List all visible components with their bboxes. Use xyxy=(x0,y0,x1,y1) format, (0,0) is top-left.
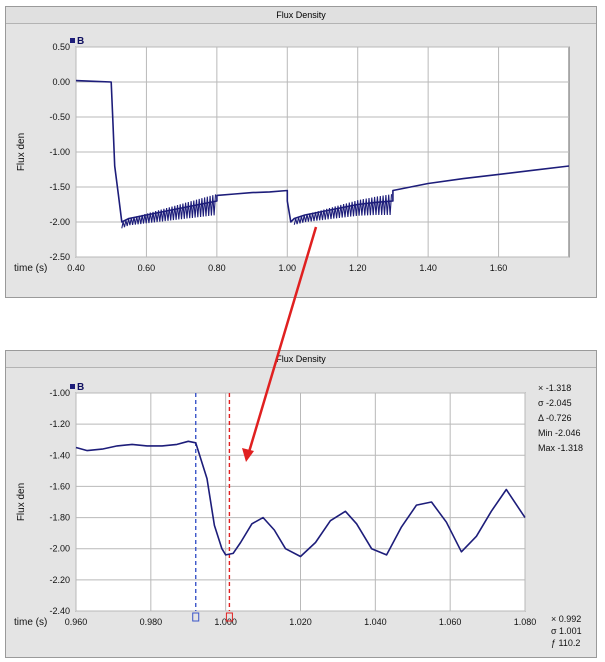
y-tick-label: -1.80 xyxy=(49,513,70,523)
cursor-marker xyxy=(225,612,233,622)
x-tick-label: 0.60 xyxy=(138,263,156,273)
x-tick-label: 1.00 xyxy=(279,263,297,273)
stat-delta: Δ -0.726 xyxy=(538,413,572,423)
legend-swatch xyxy=(70,384,75,389)
legend-label: B xyxy=(77,36,84,47)
y-tick-label: -2.40 xyxy=(49,606,70,616)
y-tick-label: -2.00 xyxy=(49,544,70,554)
legend-swatch xyxy=(70,38,75,43)
y-axis-label: Flux den xyxy=(16,133,27,171)
x-tick-label: 1.080 xyxy=(514,617,537,627)
y-tick-label: -1.40 xyxy=(49,450,70,460)
bottom-chart-panel: Flux Density 0.960 0.980 1.000 1.020 1.040 1.… xyxy=(5,350,597,658)
cursor-readout: × 0.992 σ 1.001 ƒ 110.2 xyxy=(551,613,582,649)
x-tick-label: 0.980 xyxy=(140,617,163,627)
stats-readout: × -1.318 σ -2.045 Δ -0.726 Min -2.046 Ma… xyxy=(538,381,583,456)
stat-x: × -1.318 xyxy=(538,383,572,393)
cursor-readout-o: σ 1.001 xyxy=(551,626,582,636)
x-tick-label: 0.40 xyxy=(67,263,85,273)
cursor-marker xyxy=(192,612,200,622)
y-tick-label: 0.50 xyxy=(52,42,70,52)
y-tick-label: -2.20 xyxy=(49,575,70,585)
stat-max: Max -1.318 xyxy=(538,443,584,453)
series-line-B xyxy=(75,440,526,558)
y-tick-label: 0.00 xyxy=(52,77,70,87)
legend-label: B xyxy=(77,382,84,393)
x-tick-label: 1.000 xyxy=(214,617,237,627)
cursor-readout-f: ƒ 110.2 xyxy=(551,638,581,648)
x-tick-label: 1.060 xyxy=(439,617,462,627)
x-axis-label: time (s) xyxy=(14,263,47,274)
y-axis-label: Flux den xyxy=(16,483,27,521)
bottom-chart-svg[interactable]: 0.960 0.980 1.000 1.020 1.040 1.060 1.080 -1.00… xyxy=(6,351,596,657)
x-axis-label: time (s) xyxy=(14,617,47,628)
y-tick-label: -0.50 xyxy=(49,112,70,122)
y-tick-label: -2.50 xyxy=(49,252,70,262)
y-tick-label: -1.00 xyxy=(49,147,70,157)
top-chart-panel: Flux Density 0.40 0.60 0.80 1.00 1.20 1.40 1.6… xyxy=(5,6,597,298)
x-tick-label: 0.80 xyxy=(208,263,226,273)
x-tick-label: 1.20 xyxy=(349,263,367,273)
x-tick-label: 1.020 xyxy=(289,617,312,627)
y-tick-label: -1.60 xyxy=(49,481,70,491)
stat-sigma: σ -2.045 xyxy=(538,398,572,408)
y-tick-label: -1.00 xyxy=(49,388,70,398)
x-tick-label: 1.40 xyxy=(419,263,437,273)
y-tick-label: -1.50 xyxy=(49,182,70,192)
x-tick-label: 1.040 xyxy=(364,617,387,627)
x-tick-label: 1.60 xyxy=(490,263,508,273)
y-tick-label: -2.00 xyxy=(49,217,70,227)
stat-min: Min -2.046 xyxy=(538,428,581,438)
y-tick-label: -1.20 xyxy=(49,419,70,429)
top-chart-title: Flux Density xyxy=(6,7,596,24)
series-ripple-B xyxy=(121,194,217,229)
cursor-readout-x: × 0.992 xyxy=(551,614,582,624)
series-line-B xyxy=(75,79,570,223)
series-ripple-B xyxy=(293,194,393,225)
x-tick-label: 0.960 xyxy=(65,617,88,627)
top-chart-svg[interactable]: 0.40 0.60 0.80 1.00 1.20 1.40 1.60 0.50 0.00 -0.5… xyxy=(6,7,596,297)
